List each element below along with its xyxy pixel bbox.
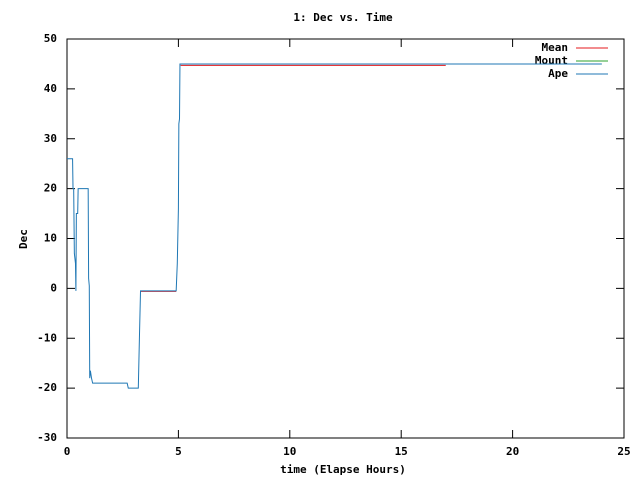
legend-label: Ape xyxy=(548,67,568,80)
series-line xyxy=(140,64,446,292)
x-tick-label: 20 xyxy=(506,445,519,458)
x-tick-label: 25 xyxy=(617,445,630,458)
y-tick-label: -30 xyxy=(37,431,57,444)
y-tick-label: -10 xyxy=(37,331,57,344)
legend-label: Mean xyxy=(542,41,569,54)
y-axis-label: Dec xyxy=(17,229,30,249)
chart-title: 1: Dec vs. Time xyxy=(293,11,393,24)
y-tick-label: 20 xyxy=(44,182,57,195)
y-tick-label: 50 xyxy=(44,32,57,45)
x-tick-label: 15 xyxy=(395,445,408,458)
x-tick-label: 5 xyxy=(175,445,182,458)
y-tick-label: -20 xyxy=(37,381,57,394)
y-tick-label: 40 xyxy=(44,82,57,95)
x-tick-label: 10 xyxy=(283,445,296,458)
y-tick-label: 30 xyxy=(44,132,57,145)
series-line xyxy=(67,63,602,389)
legend-label: Mount xyxy=(535,54,568,67)
y-tick-label: 0 xyxy=(50,281,57,294)
x-axis-label: time (Elapse Hours) xyxy=(280,463,406,476)
y-tick-label: 10 xyxy=(44,232,57,245)
plot-frame xyxy=(66,38,625,439)
x-tick-label: 0 xyxy=(64,445,71,458)
